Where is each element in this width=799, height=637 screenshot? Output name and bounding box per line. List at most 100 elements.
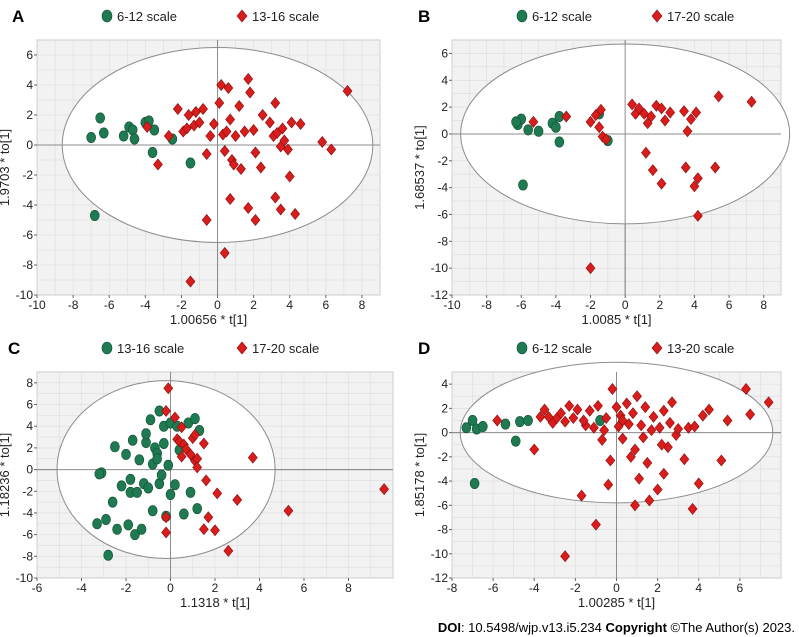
x-tick-label: 4 [286, 298, 293, 312]
data-point [326, 143, 337, 156]
y-tick-label: 2 [26, 441, 33, 455]
x-tick-label: 8 [760, 298, 767, 312]
data-point [223, 544, 234, 557]
x-tick-label: -4 [140, 298, 151, 312]
x-tick-label: -8 [481, 298, 492, 312]
panel-letter: A [12, 7, 24, 26]
data-point [286, 116, 297, 129]
data-point [621, 397, 632, 410]
legend-label: 13-20 scale [667, 341, 734, 356]
x-axis-label: 1.1318 * t[1] [180, 595, 250, 610]
data-point [147, 147, 158, 159]
panel-letter: D [418, 339, 430, 358]
x-tick-label: -6 [104, 298, 115, 312]
data-point [560, 415, 570, 428]
data-point [554, 136, 565, 148]
data-point [646, 424, 657, 437]
data-point [741, 382, 751, 395]
x-tick-label: 6 [737, 581, 744, 595]
data-point [576, 489, 587, 502]
data-point [145, 414, 156, 426]
data-point [247, 451, 258, 464]
y-tick-label: -6 [437, 498, 448, 512]
data-point [658, 467, 669, 480]
data-point [243, 73, 254, 85]
y-tick-label: 4 [26, 419, 33, 433]
data-point [523, 414, 533, 426]
x-axis-label: 1.00656 * t[1] [170, 312, 247, 327]
data-point [716, 454, 727, 467]
data-point [136, 523, 147, 535]
data-point [236, 163, 246, 175]
doi-footer: DOI: 10.5498/wjp.v13.i5.234 Copyright ©T… [438, 620, 795, 635]
data-point [584, 404, 595, 417]
data-point [648, 410, 659, 423]
doi-label: DOI [437, 620, 461, 635]
y-tick-label: -2 [22, 168, 33, 182]
data-point [165, 489, 176, 501]
data-point [665, 416, 675, 429]
data-point [533, 125, 544, 137]
data-point [250, 146, 261, 159]
data-point [656, 102, 667, 115]
x-tick-label: -10 [28, 298, 46, 312]
data-point [243, 202, 254, 214]
legend-marker-circle [516, 341, 528, 355]
x-tick-label: 0 [214, 298, 221, 312]
data-point [603, 478, 614, 491]
legend-label: 6-12 scale [117, 9, 177, 24]
data-point [219, 247, 230, 259]
x-tick-label: -2 [585, 298, 596, 312]
data-point [467, 414, 478, 426]
panel-letter: B [418, 7, 430, 26]
y-tick-label: -4 [437, 474, 448, 488]
y-tick-label: -4 [22, 506, 33, 520]
data-point [713, 90, 724, 103]
data-point [153, 158, 163, 171]
data-point [163, 130, 174, 142]
data-point [607, 382, 618, 395]
legend-marker-diamond [651, 9, 663, 23]
data-point [147, 505, 158, 517]
y-axis-label: 1.68537 * to[1] [412, 125, 427, 210]
x-tick-label: 8 [345, 581, 352, 595]
data-point [673, 422, 684, 435]
data-point [646, 110, 657, 123]
data-point [234, 100, 245, 112]
y-tick-label: 6 [26, 48, 33, 62]
data-point [212, 487, 223, 500]
series-13-16-scale [92, 405, 205, 561]
data-point [647, 164, 658, 177]
data-point [228, 158, 239, 171]
data-point [190, 413, 200, 425]
data-point [161, 526, 171, 539]
data-point [511, 116, 521, 128]
data-point [275, 203, 286, 216]
data-point [492, 414, 503, 427]
data-point [118, 130, 129, 142]
data-point [697, 409, 708, 422]
data-point [95, 112, 105, 124]
data-point [682, 125, 693, 138]
data-point [535, 410, 546, 423]
data-point [710, 161, 721, 174]
data-point [201, 214, 212, 226]
series-13-20-scale [492, 382, 774, 563]
legend-label: 17-20 scale [252, 341, 319, 356]
data-point [192, 461, 203, 474]
data-point [203, 511, 214, 524]
data-point [257, 109, 268, 121]
data-point [183, 109, 194, 121]
x-tick-label: 4 [691, 298, 698, 312]
panel-b: -10 -8 -6 -4 -2 0 2 4 6 86420-2-4-6-8-10-121.0085… [412, 7, 791, 327]
data-point [529, 443, 540, 456]
y-axis-label: 1.85178 * to[1] [412, 433, 427, 518]
y-tick-label: 0 [26, 463, 33, 477]
data-point [283, 504, 294, 517]
data-point [679, 453, 690, 466]
x-tick-label: -6 [32, 581, 43, 595]
data-point [652, 483, 663, 496]
data-point [176, 421, 187, 434]
x-tick-label: 8 [359, 298, 366, 312]
y-tick-label: -2 [22, 484, 33, 498]
